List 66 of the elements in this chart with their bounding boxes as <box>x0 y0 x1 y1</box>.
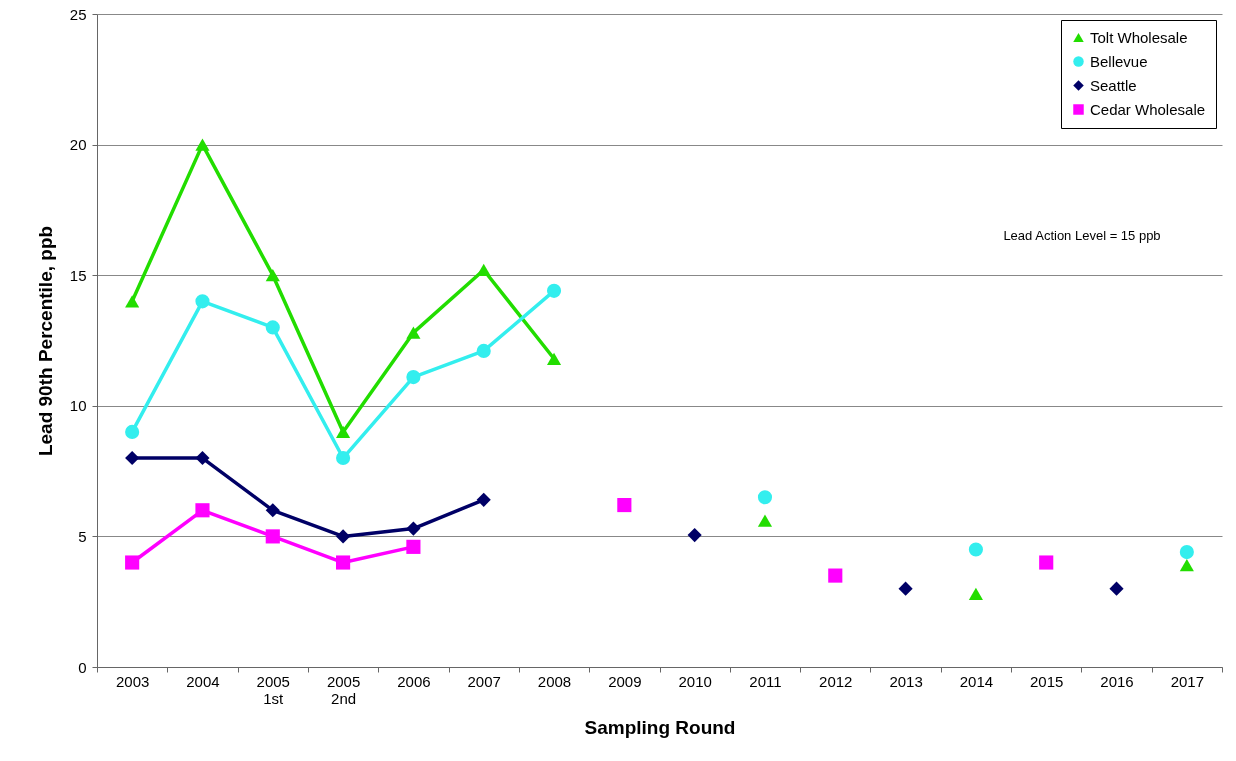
y-tick-label: 5 <box>78 527 87 545</box>
point <box>1109 581 1124 596</box>
x-tick-label: 2012 <box>819 672 853 690</box>
y-tick-label: 25 <box>69 5 87 23</box>
point <box>336 529 351 544</box>
y-tick-label: 15 <box>69 266 87 284</box>
point <box>265 320 280 335</box>
point <box>265 529 280 544</box>
legend-label: Cedar Wholesale <box>1090 100 1206 118</box>
x-tick-label: 2004 <box>186 672 220 690</box>
x-tick-label: 2011 <box>749 672 782 690</box>
point <box>546 283 562 298</box>
point <box>476 263 491 277</box>
point <box>195 503 210 518</box>
y-tick-label: 20 <box>69 136 87 154</box>
point <box>687 528 702 543</box>
point <box>1179 559 1194 572</box>
x-tick-label: 2009 <box>608 672 642 690</box>
point <box>125 555 140 570</box>
x-tick-label: 2010 <box>678 672 712 690</box>
y-axis-title: Lead 90th Percentile, ppb <box>34 225 56 457</box>
y-tick-label: 0 <box>78 658 87 676</box>
x-tick-label: 2016 <box>1100 672 1134 690</box>
x-tick-label: 2014 <box>959 672 994 690</box>
point <box>968 542 983 557</box>
point <box>265 503 280 518</box>
x-tick-label: 2017 <box>1170 672 1205 690</box>
x-tick-label: 2013 <box>889 672 923 690</box>
x-tick-label: 2003 <box>115 672 150 690</box>
point <box>265 269 280 282</box>
point <box>336 425 351 439</box>
x-axis-title: Sampling Round <box>584 716 736 738</box>
point <box>406 326 421 339</box>
point <box>1039 555 1054 570</box>
point <box>476 492 491 507</box>
point <box>406 521 421 536</box>
point <box>828 568 843 583</box>
point <box>125 424 140 439</box>
point <box>336 555 351 570</box>
y-tick-label: 10 <box>69 397 87 415</box>
legend-label: Seattle <box>1090 76 1137 94</box>
point <box>757 514 773 527</box>
x-tick-label: 2015 <box>1030 672 1064 690</box>
point <box>125 450 140 466</box>
point <box>757 490 773 505</box>
point <box>195 138 210 151</box>
legend-label: Bellevue <box>1090 52 1148 70</box>
x-tick-label: 2005 2nd <box>326 672 361 707</box>
point <box>898 581 913 596</box>
point <box>476 343 491 359</box>
x-tick-label: 2005 1st <box>256 672 290 707</box>
point <box>546 352 562 365</box>
x-tick-label: 2007 <box>467 672 501 690</box>
point <box>406 539 421 554</box>
point <box>617 497 632 513</box>
legend-label: Tolt Wholesale <box>1090 28 1188 46</box>
x-tick-label: 2008 <box>537 672 572 690</box>
point <box>406 370 421 385</box>
point <box>1179 545 1194 560</box>
point <box>968 587 983 600</box>
x-tick-label: 2006 <box>397 672 431 690</box>
annotation: Lead Action Level = 15 ppb <box>1003 228 1161 243</box>
point <box>336 450 351 466</box>
point <box>195 294 210 309</box>
point <box>195 450 210 466</box>
point <box>125 295 140 308</box>
